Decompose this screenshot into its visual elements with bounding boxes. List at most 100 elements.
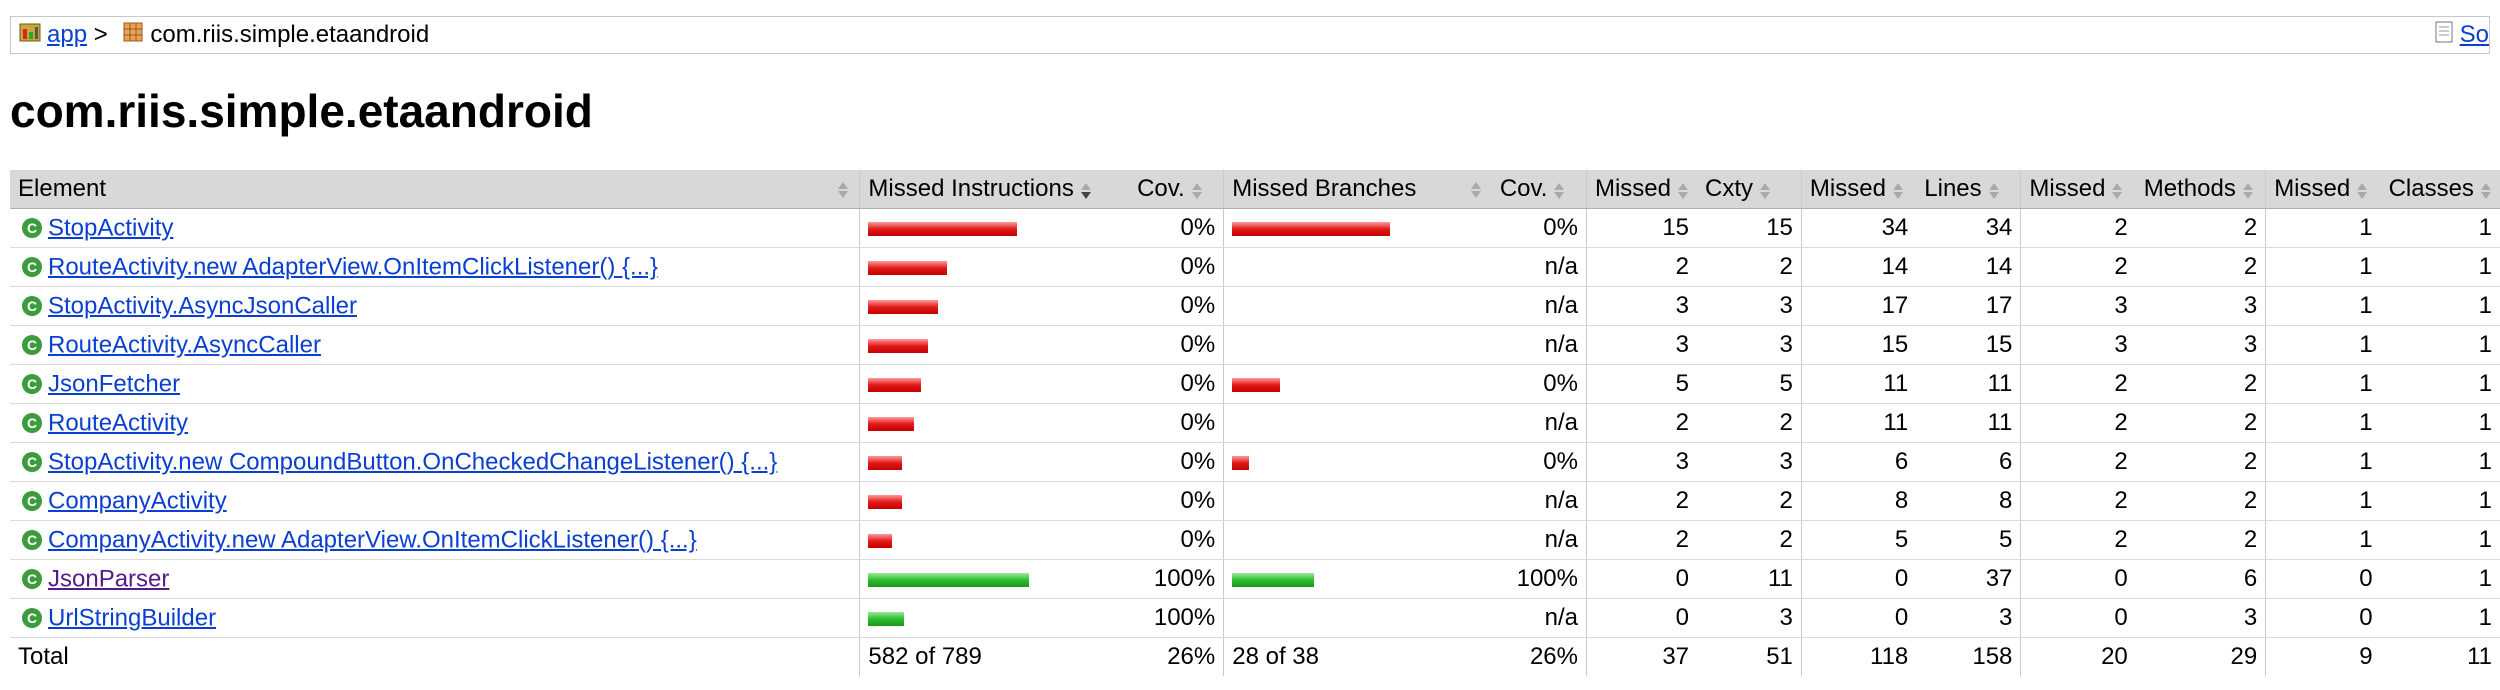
element-link[interactable]: JsonParser (48, 565, 170, 593)
missed-classes: 0 (2265, 559, 2381, 599)
branch-cov: 0% (1491, 364, 1587, 404)
class-icon: C (22, 296, 42, 317)
lines: 15 (1916, 325, 2021, 365)
table-row: C CompanyActivity.new AdapterView.OnItemC… (10, 520, 2500, 560)
cxty: 3 (1697, 598, 1802, 638)
instructions-bar-cell (859, 481, 1130, 521)
branches-bar-cell (1223, 325, 1492, 365)
branches-bar-cell (1223, 403, 1492, 443)
element-link[interactable]: UrlStringBuilder (48, 604, 217, 632)
missed-methods: 0 (2020, 598, 2136, 638)
header-lines[interactable]: Lines (1916, 170, 2021, 209)
instructions-bar-cell (859, 442, 1130, 482)
branch-cov: n/a (1491, 481, 1587, 521)
total-missed-methods: 20 (2020, 637, 2136, 676)
classes: 1 (2380, 247, 2500, 287)
classes: 1 (2380, 598, 2500, 638)
missed-classes: 1 (2265, 364, 2381, 404)
branches-missed-bar (1232, 377, 1281, 392)
lines: 5 (1916, 520, 2021, 560)
coverage-table: Element Missed Instructions Cov. Missed … (10, 170, 2500, 676)
class-icon: C (22, 374, 42, 395)
element-link[interactable]: StopActivity.AsyncJsonCaller (48, 292, 357, 320)
element-link[interactable]: StopActivity (48, 214, 174, 242)
breadcrumb-separator: > (93, 21, 108, 48)
sort-icon (2480, 180, 2492, 200)
class-icon: C (22, 608, 42, 629)
missed-methods: 0 (2020, 559, 2136, 599)
missed-lines: 5 (1800, 520, 1917, 560)
cxty: 2 (1697, 481, 1802, 521)
missed-lines: 6 (1800, 442, 1917, 482)
total-lines: 158 (1972, 643, 2013, 670)
header-cxty[interactable]: Cxty (1697, 170, 1802, 209)
element-link[interactable]: RouteActivity.AsyncCaller (48, 331, 321, 359)
cxty: 5 (1697, 364, 1802, 404)
branch-cov: 0% (1491, 208, 1587, 248)
header-missed-methods[interactable]: Missed (2020, 170, 2136, 209)
header-instr-cov[interactable]: Cov. (1129, 170, 1224, 209)
instructions-bar-cell (859, 559, 1130, 599)
element-cell: C JsonFetcher (10, 364, 860, 404)
classes: 1 (2380, 208, 2500, 248)
instr-cov: 0% (1129, 442, 1224, 482)
missed-methods: 2 (2020, 403, 2136, 443)
element-link[interactable]: RouteActivity.new AdapterView.OnItemClic… (48, 253, 659, 281)
instructions-bar-cell (859, 247, 1130, 287)
classes: 1 (2380, 364, 2500, 404)
header-missed-branches[interactable]: Missed Branches (1223, 170, 1492, 209)
sort-icon (2356, 180, 2368, 200)
header-methods[interactable]: Methods (2135, 170, 2266, 209)
branch-cov: n/a (1491, 247, 1587, 287)
element-cell: C StopActivity (10, 208, 860, 248)
element-link[interactable]: JsonFetcher (48, 370, 181, 398)
methods: 2 (2135, 520, 2266, 560)
cxty: 11 (1697, 559, 1802, 599)
header-missed-instructions[interactable]: Missed Instructions (859, 170, 1130, 209)
sort-icon (1759, 180, 1771, 200)
element-link[interactable]: CompanyActivity.new AdapterView.OnItemCl… (48, 526, 697, 554)
header-branch-cov[interactable]: Cov. (1491, 170, 1587, 209)
total-cxty: 51 (1766, 643, 1793, 670)
methods: 2 (2135, 442, 2266, 482)
header-missed-classes[interactable]: Missed (2265, 170, 2381, 209)
branches-bar-cell (1223, 520, 1492, 560)
missed-lines: 0 (1800, 559, 1917, 599)
page-title: com.riis.simple.etaandroid (10, 85, 593, 137)
classes: 1 (2380, 442, 2500, 482)
element-link[interactable]: CompanyActivity (48, 487, 227, 515)
breadcrumb-app-link[interactable]: app (47, 21, 88, 48)
branch-cov: n/a (1491, 286, 1587, 326)
cxty: 2 (1697, 247, 1802, 287)
sessions-icon (2434, 18, 2454, 53)
missed-methods: 2 (2020, 364, 2136, 404)
missed-cxty: 2 (1585, 403, 1698, 443)
element-link[interactable]: StopActivity.new CompoundButton.OnChecke… (48, 448, 778, 476)
sessions-link[interactable]: So (2459, 21, 2489, 48)
header-missed-lines[interactable]: Missed (1800, 170, 1917, 209)
class-icon: C (22, 257, 42, 278)
lines: 6 (1916, 442, 2021, 482)
total-branch-cov: 26% (1529, 643, 1578, 670)
missed-classes: 1 (2265, 286, 2381, 326)
header-classes[interactable]: Classes (2380, 170, 2500, 209)
missed-lines: 14 (1800, 247, 1917, 287)
element-link[interactable]: RouteActivity (48, 409, 189, 437)
element-cell: C CompanyActivity (10, 481, 860, 521)
total-branches: 28 of 38 (1223, 637, 1492, 676)
missed-classes: 1 (2265, 520, 2381, 560)
missed-methods: 2 (2020, 520, 2136, 560)
classes: 1 (2380, 559, 2500, 599)
total-missed-lines: 118 (1800, 637, 1917, 676)
methods: 6 (2135, 559, 2266, 599)
missed-cxty: 0 (1585, 598, 1698, 638)
instr-cov: 0% (1129, 325, 1224, 365)
sort-icon (1470, 179, 1482, 199)
breadcrumb-package: com.riis.simple.etaandroid (150, 21, 430, 48)
cxty: 15 (1697, 208, 1802, 248)
header-missed-cxty[interactable]: Missed (1585, 170, 1698, 209)
table-row: C RouteActivity.new AdapterView.OnItemCli… (10, 247, 2500, 287)
missed-cxty: 3 (1585, 286, 1698, 326)
header-element[interactable]: Element (10, 170, 860, 209)
lines: 34 (1916, 208, 2021, 248)
